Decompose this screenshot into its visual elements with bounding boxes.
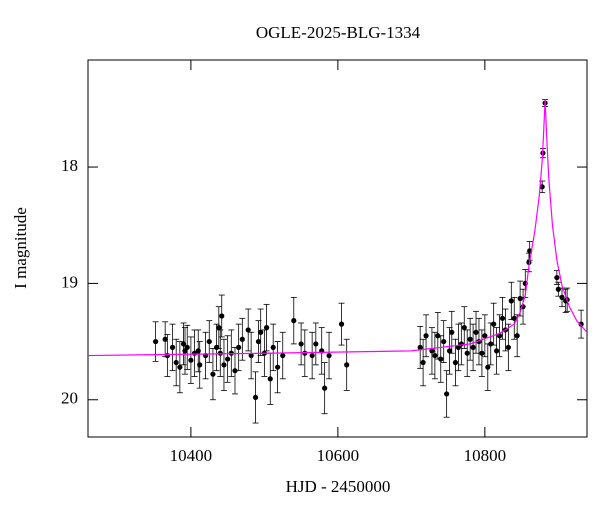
data-point: [338, 321, 345, 327]
data-point: [508, 298, 514, 304]
data-point: [467, 336, 473, 342]
data-point: [275, 364, 281, 370]
data-point: [164, 352, 170, 359]
data-point: [280, 352, 286, 359]
data-point: [461, 325, 467, 331]
data-point: [479, 350, 485, 356]
data-point: [221, 362, 227, 368]
data-point: [210, 371, 216, 377]
data-point: [578, 321, 584, 327]
y-tick-label: 20: [61, 389, 78, 408]
data-point: [252, 394, 259, 401]
plot-frame: [87, 59, 588, 438]
chart-title: OGLE-2025-BLG-1334: [256, 23, 421, 42]
x-tick-label: 10800: [464, 446, 507, 465]
data-point: [555, 286, 561, 292]
data-point: [464, 350, 470, 356]
data-point: [432, 352, 438, 359]
data-point: [559, 294, 565, 300]
data-point: [494, 348, 500, 354]
data-point: [455, 344, 461, 351]
data-point: [485, 364, 491, 370]
data-point: [298, 341, 304, 347]
data-point: [514, 333, 520, 339]
data-point: [239, 336, 245, 342]
y-tick-label: 18: [61, 156, 78, 175]
data-point: [177, 364, 183, 370]
data-point: [517, 295, 523, 302]
data-point: [248, 352, 254, 359]
data-point: [173, 359, 179, 366]
data-point: [245, 327, 251, 333]
data-point: [153, 338, 159, 345]
data-point: [429, 348, 435, 354]
data-point: [197, 362, 203, 368]
data-point: [444, 391, 450, 397]
data-point: [322, 385, 328, 391]
data-point: [446, 348, 453, 354]
y-axis-label: I magnitude: [11, 207, 30, 289]
data-point: [309, 352, 315, 359]
data-point: [488, 341, 494, 347]
data-point: [313, 341, 319, 347]
data-point: [491, 321, 497, 327]
data-point: [188, 357, 194, 363]
data-point: [511, 315, 517, 321]
data-point: [236, 344, 242, 351]
data-point: [267, 376, 273, 382]
data-point: [344, 362, 350, 368]
x-tick-label: 10400: [170, 446, 213, 465]
data-point: [302, 350, 308, 356]
data-point: [554, 274, 560, 281]
data-point: [417, 344, 423, 351]
data-point: [270, 344, 276, 351]
data-point: [423, 333, 429, 339]
data-point: [162, 336, 168, 342]
data-point: [438, 356, 444, 362]
data-point: [499, 315, 506, 321]
x-axis-label: HJD - 2450000: [286, 477, 391, 496]
data-point: [225, 356, 231, 362]
model-line: [88, 99, 587, 357]
data-point: [291, 318, 297, 324]
data-point: [263, 325, 270, 331]
y-tick-label: 19: [61, 272, 78, 291]
data-point: [420, 359, 426, 366]
data-point: [258, 329, 264, 335]
data-point: [255, 338, 262, 345]
data-point: [539, 184, 545, 190]
data-point: [184, 344, 190, 351]
data-point: [473, 329, 479, 335]
data-point: [470, 344, 476, 351]
data-point: [449, 329, 455, 335]
data-point: [326, 352, 332, 359]
data-point: [169, 344, 176, 351]
data-point: [232, 368, 238, 374]
x-tick-label: 10600: [317, 446, 360, 465]
data-point: [206, 338, 212, 345]
data-point: [452, 359, 459, 366]
data-point: [482, 333, 488, 339]
data-point: [219, 313, 225, 319]
data-point: [505, 344, 511, 351]
data-point: [441, 338, 447, 345]
data-point: [216, 325, 222, 331]
